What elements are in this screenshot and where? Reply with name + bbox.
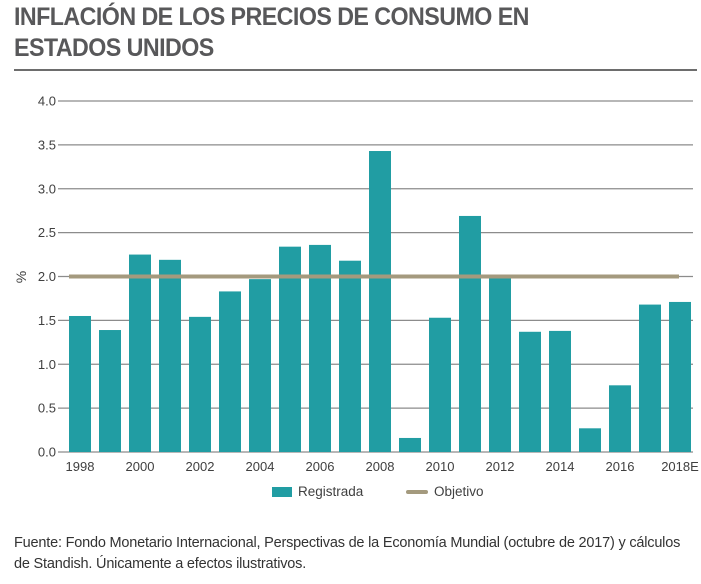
source-footnote: Fuente: Fondo Monetario Internacional, P…	[14, 535, 681, 572]
y-tick-label: 3.0	[38, 181, 56, 196]
bar-2006	[309, 244, 331, 452]
bar-2018E	[669, 301, 691, 452]
y-tick-label: 1.0	[38, 357, 56, 372]
x-tick-label: 2014	[546, 459, 575, 474]
y-tick-label: 2.0	[38, 269, 56, 284]
legend-line-swatch-icon	[406, 489, 428, 494]
bar-2017	[639, 304, 661, 452]
bar-2003	[219, 291, 241, 452]
bar-2014	[549, 330, 571, 452]
chart-title-line-2: ESTADOS UNIDOS	[14, 34, 214, 62]
y-axis-ticks: 0.0 0.5 1.0 1.5 2.0 2.5 3.0 3.5 4.0	[38, 94, 56, 460]
x-tick-label: 2018E	[661, 459, 699, 474]
bar-chart: 0.0 0.5 1.0 1.5 2.0 2.5 3.0 3.5 4.0 % 1998 2000 20…	[13, 94, 700, 475]
title-divider	[14, 69, 697, 71]
x-tick-label: 2016	[606, 459, 635, 474]
x-tick-label: 2002	[186, 459, 215, 474]
x-tick-label: 2006	[306, 459, 335, 474]
bar-2000	[129, 254, 151, 452]
bar-2009	[399, 437, 421, 452]
bar-2005	[279, 246, 301, 452]
bar-2010	[429, 317, 451, 452]
y-tick-label: 2.5	[38, 225, 56, 240]
bar-2015	[579, 428, 601, 452]
x-tick-label: 2004	[246, 459, 275, 474]
legend: Registrada Objetivo	[0, 484, 701, 504]
x-tick-label: 2010	[426, 459, 455, 474]
y-tick-label: 3.5	[38, 137, 56, 152]
chart-title: INFLACIÓN DE LOS PRECIOS DE CONSUMO EN E…	[14, 2, 646, 64]
bar-2002	[189, 316, 211, 452]
x-tick-label: 2008	[366, 459, 395, 474]
y-tick-label: 4.0	[38, 94, 56, 109]
y-tick-label: 0.0	[38, 445, 56, 460]
legend-item-registrada: Registrada	[272, 484, 363, 499]
legend-label-objetivo: Objetivo	[434, 484, 484, 499]
legend-label-registrada: Registrada	[298, 484, 364, 499]
bar-2001	[159, 259, 181, 452]
legend-item-objetivo: Objetivo	[406, 484, 484, 499]
bar-2011	[459, 215, 481, 452]
chart-title-line-1: INFLACIÓN DE LOS PRECIOS DE CONSUMO EN	[14, 3, 529, 31]
bar-2013	[519, 331, 541, 452]
x-tick-label: 1998	[66, 459, 95, 474]
legend-bar-swatch-icon	[272, 486, 292, 497]
bar-2012	[489, 278, 511, 452]
bar-2007	[339, 260, 361, 452]
bar-2004	[249, 279, 271, 452]
y-axis-label: %	[13, 271, 29, 283]
bar-1998	[69, 315, 91, 452]
bar-2016	[609, 385, 631, 452]
bar-2008	[369, 151, 391, 452]
x-axis-ticks: 1998 2000 2002 2004 2006 2008 2010 2012 2014 2016…	[66, 459, 700, 474]
y-tick-label: 0.5	[38, 401, 56, 416]
y-tick-label: 1.5	[38, 313, 56, 328]
x-tick-label: 2012	[486, 459, 515, 474]
bars-registrada	[69, 151, 691, 452]
x-tick-label: 2000	[126, 459, 155, 474]
bar-1999	[99, 330, 121, 452]
